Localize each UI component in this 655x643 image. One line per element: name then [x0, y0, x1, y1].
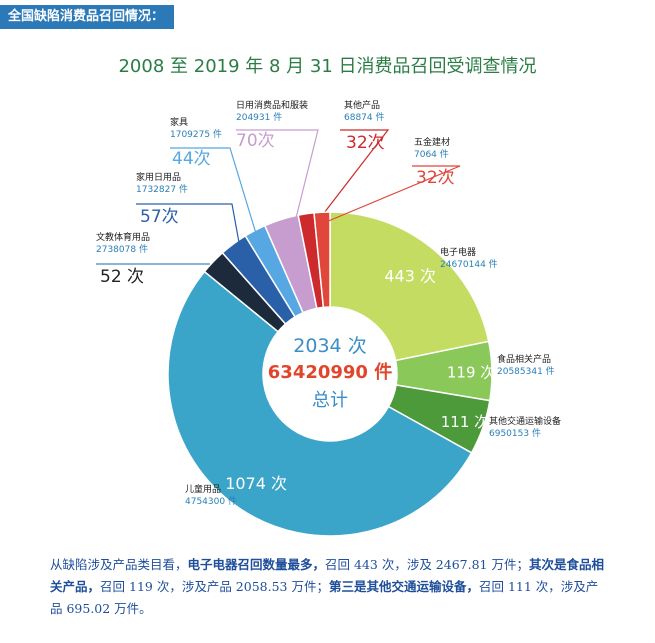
caption-paragraph: 从缺陷涉及产品类目看，电子电器召回数量最多，召回 443 次，涉及 2467.8…	[50, 554, 610, 620]
center-total-label: 总计	[312, 390, 348, 411]
slice-items-label: 204931 件	[236, 111, 282, 123]
slice-count-label: 57次	[140, 207, 179, 227]
center-items-total: 63420990 件	[268, 361, 392, 383]
slice-count-label: 52 次	[100, 267, 144, 287]
slice-category-label: 文教体育用品	[96, 231, 150, 243]
slice-count-label: 443 次	[384, 267, 436, 286]
slice-items-label: 20585341 件	[497, 365, 555, 377]
slice-count-label: 32次	[416, 168, 455, 188]
slice-category-label: 五金建材	[414, 136, 450, 148]
slice-items-label: 6950153 件	[489, 427, 541, 439]
pie-chart: 443 次电子电器24670144 件 119 次食品相关产品20585341 件…	[0, 0, 655, 643]
caption-detail-1: 召回 443 次，涉及 2467.81 万件；	[325, 557, 529, 572]
slice-category-label: 儿童用品	[185, 483, 221, 495]
slice-items-label: 4754300 件	[185, 495, 237, 507]
slice-count-label: 111 次	[441, 413, 489, 431]
caption-detail-2: 召回 119 次，涉及产品 2058.53 万件；	[100, 579, 329, 594]
slice-items-label: 2738078 件	[96, 243, 148, 255]
slice-category-label: 其他产品	[344, 99, 380, 111]
slice-category-label: 日用消费品和服装	[236, 99, 308, 111]
slice-count-label: 1074 次	[225, 474, 287, 493]
caption-highlight-1: 电子电器召回数量最多，	[188, 557, 326, 572]
slice-count-label: 44次	[172, 149, 211, 169]
slice-category-label: 家用日用品	[136, 171, 181, 183]
slice-items-label: 24670144 件	[440, 258, 498, 270]
slice-items-label: 68874 件	[344, 111, 385, 123]
caption-highlight-3: 第三是其他交通运输设备，	[329, 579, 479, 594]
slice-category-label: 食品相关产品	[497, 353, 551, 365]
slice-items-label: 1709275 件	[170, 128, 222, 140]
slice-count-label: 32次	[346, 133, 385, 153]
center-count-total: 2034 次	[293, 335, 366, 357]
slice-category-label: 其他交通运输设备	[489, 415, 561, 427]
caption-intro: 从缺陷涉及产品类目看，	[50, 557, 188, 572]
slice-count-label: 70次	[236, 131, 275, 151]
slice-items-label: 1732827 件	[136, 183, 188, 195]
slice-category-label: 家具	[170, 116, 188, 128]
slice-count-label: 119 次	[447, 363, 495, 381]
slice-category-label: 电子电器	[440, 246, 476, 258]
slice-items-label: 7064 件	[414, 148, 449, 160]
